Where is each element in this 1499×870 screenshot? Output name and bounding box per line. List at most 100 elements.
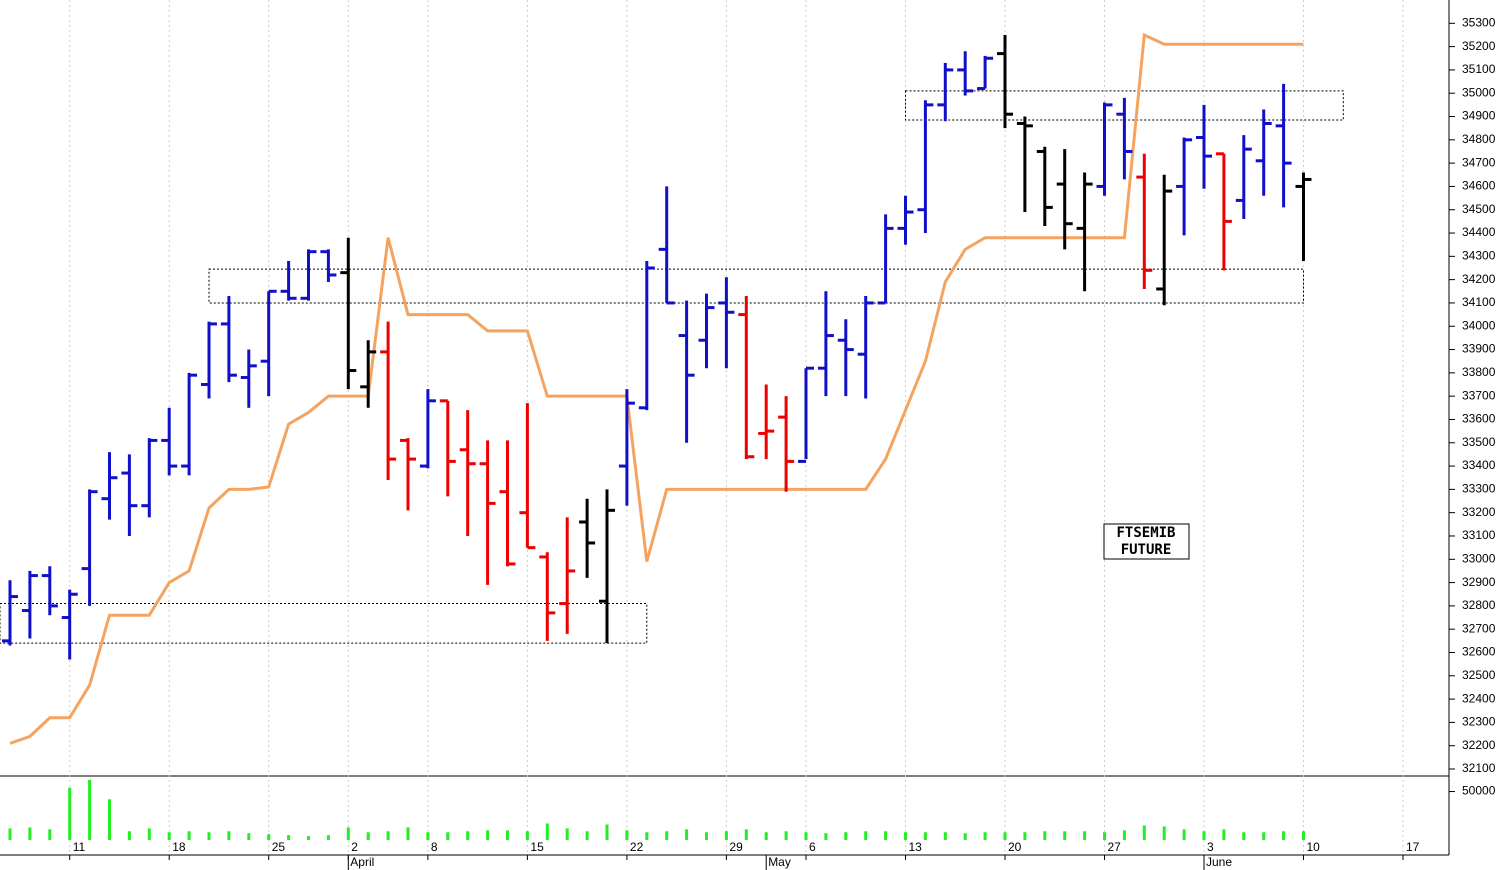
volume-bar (665, 831, 669, 840)
volume-bar (983, 832, 987, 840)
y-tick-label: 35000 (1462, 85, 1496, 99)
volume-bar (685, 829, 689, 840)
y-tick-label: 34300 (1462, 249, 1496, 263)
volume-bar (147, 828, 151, 840)
volume-bar (1063, 831, 1067, 840)
volume-bar (585, 831, 589, 840)
y-tick-label: 33500 (1462, 435, 1496, 449)
x-tick-label: 8 (431, 840, 438, 854)
x-tick-label: 6 (809, 840, 816, 854)
volume-bar (864, 831, 868, 840)
volume-bar (744, 829, 748, 840)
y-tick-label: 34600 (1462, 179, 1496, 193)
volume-bar (1222, 829, 1226, 840)
month-label: April (350, 855, 374, 869)
trend-line (9, 32, 1304, 745)
volume-bar (804, 832, 808, 840)
volume-bar (386, 831, 390, 840)
volume-bar (466, 831, 470, 840)
x-tick-label: 22 (630, 840, 644, 854)
y-tick-label: 33100 (1462, 528, 1496, 542)
x-tick-label: 2 (351, 840, 358, 854)
volume-bar (963, 833, 967, 840)
volume-bar (1242, 832, 1246, 840)
volume-bar (326, 835, 330, 840)
volume-bar (1122, 830, 1126, 840)
y-tick-label: 34700 (1462, 155, 1496, 169)
y-tick-label: 35100 (1462, 62, 1496, 76)
y-tick-label: 34800 (1462, 132, 1496, 146)
volume-bar (1182, 829, 1186, 840)
month-label: June (1206, 855, 1232, 869)
zone (208, 268, 1304, 304)
y-tick-label: 32100 (1462, 761, 1496, 775)
volume-bar (287, 835, 291, 840)
volume-bar (267, 834, 271, 840)
y-tick-label: 34200 (1462, 272, 1496, 286)
volume-bar (904, 832, 907, 840)
volume-bar (724, 831, 728, 840)
annotation-box (1103, 523, 1190, 560)
y-tick-label: 34400 (1462, 225, 1496, 239)
volume-bar (605, 824, 609, 840)
volume-bar (844, 832, 848, 840)
volume-bar (48, 829, 52, 840)
volume-bar (446, 832, 450, 840)
x-tick-label: 15 (530, 840, 544, 854)
x-tick-label: 20 (1008, 840, 1022, 854)
y-tick-label: 34100 (1462, 295, 1496, 309)
volume-bar (525, 831, 529, 840)
volume-bar (506, 830, 509, 840)
volume-bar (207, 832, 211, 840)
y-tick-label: 32900 (1462, 575, 1496, 589)
y-tick-label: 33200 (1462, 505, 1496, 519)
y-tick-label: 33700 (1462, 388, 1496, 402)
volume-bar (88, 779, 92, 840)
y-tick-label: 33000 (1462, 551, 1496, 565)
volume-bar (167, 832, 171, 840)
volume-bar (426, 832, 430, 840)
volume-bar (108, 799, 111, 840)
volume-bar (28, 827, 32, 840)
y-tick-label: 34500 (1462, 202, 1496, 216)
volume-bar (943, 832, 947, 840)
volume-bar (127, 831, 131, 840)
y-tick-label: 33400 (1462, 458, 1496, 472)
volume-bar (1282, 831, 1286, 840)
x-tick-label: 27 (1108, 840, 1122, 854)
volume-bar (346, 827, 350, 840)
volume-bar (227, 831, 231, 840)
x-tick-label: 13 (909, 840, 923, 854)
volume-bar (1003, 832, 1007, 840)
annotation: FTSEMIB (1116, 525, 1175, 541)
volume-bar (1043, 831, 1047, 840)
volume-bar (307, 836, 310, 840)
y-tick-label: 34000 (1462, 318, 1496, 332)
y-tick-label: 33800 (1462, 365, 1496, 379)
volume-bar (645, 832, 649, 840)
volume-bar (1023, 832, 1027, 840)
x-tick-label: 25 (272, 840, 286, 854)
zone (0, 603, 648, 644)
y-tick-label: 32700 (1462, 621, 1496, 635)
y-tick-label: 33300 (1462, 482, 1496, 496)
x-tick-label: 17 (1406, 840, 1420, 854)
volume-bar (884, 831, 888, 840)
volume-bar (625, 830, 629, 840)
volume-bar (1083, 831, 1087, 840)
volume-bar (486, 830, 490, 840)
y-tick-label: 32200 (1462, 738, 1496, 752)
annotation: FUTURE (1121, 542, 1172, 558)
y-tick-label: 33900 (1462, 342, 1496, 356)
volume-bar (187, 831, 191, 840)
volume-bar (1262, 832, 1266, 840)
volume-bar (366, 832, 370, 840)
y-tick-label: 32300 (1462, 715, 1496, 729)
volume-bar (784, 831, 788, 840)
y-tick-label: 34900 (1462, 109, 1496, 123)
volume-bar (705, 832, 708, 840)
y-tick-label: 33600 (1462, 412, 1496, 426)
volume-bar (545, 823, 549, 840)
